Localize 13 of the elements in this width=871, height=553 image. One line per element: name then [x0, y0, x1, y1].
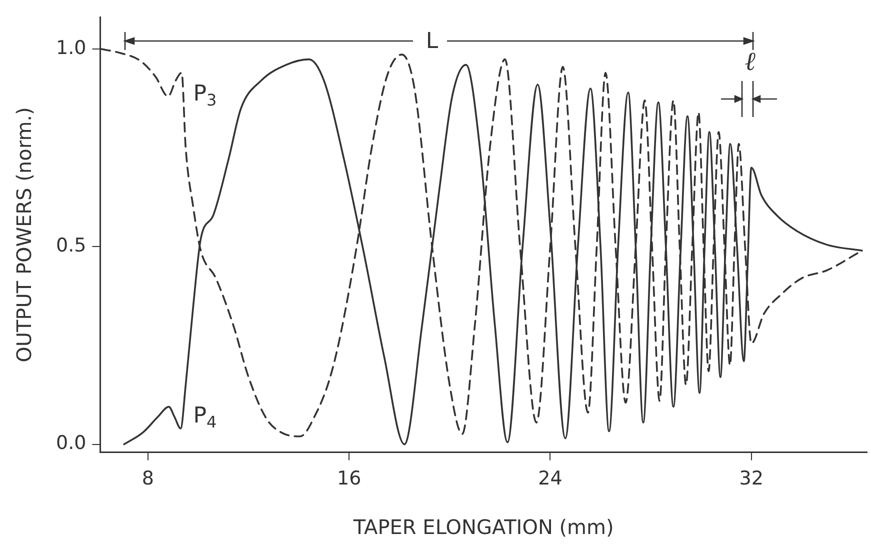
- x-tick-label: 32: [739, 468, 764, 490]
- annotation: L: [426, 29, 438, 54]
- annotation: ℓ: [744, 47, 756, 77]
- y-tick-label: 1.0: [56, 36, 86, 59]
- annotation: P$_{3}$: [193, 81, 217, 110]
- annotation: P$_{4}$: [193, 403, 217, 432]
- y-tick-label: 0.0: [56, 432, 86, 454]
- x-tick-label: 8: [142, 468, 154, 490]
- y-axis-title: OUTPUT POWERS (norm.): [12, 107, 36, 362]
- x-axis-title: TAPER ELONGATION (mm): [352, 515, 614, 540]
- x-tick-label: 24: [538, 468, 562, 490]
- x-tick-label: 16: [337, 468, 362, 490]
- y-tick-label: 0.5: [56, 234, 86, 257]
